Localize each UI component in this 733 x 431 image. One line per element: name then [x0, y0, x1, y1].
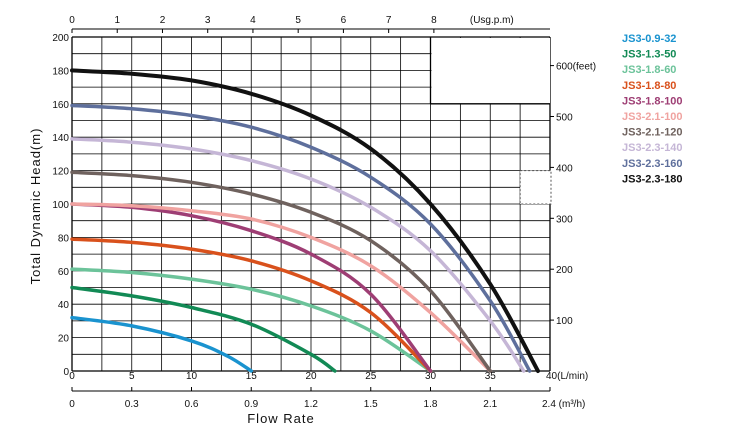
series-line-JS3-2.1-120: [70, 170, 493, 373]
x-tick-label-usgpm: 8: [431, 15, 437, 26]
series-line-JS3-2.3-140: [70, 137, 526, 373]
y-tick-label-feet: 100: [556, 316, 573, 327]
y-tick-label: 140: [52, 133, 69, 144]
y-tick-label: 40: [58, 300, 70, 311]
x-tick-label-m3h: 1.8: [424, 399, 438, 410]
y-tick-label-feet: 300: [556, 214, 573, 225]
x-tick-label-m3h: 1.2: [304, 399, 318, 410]
legend-item-JS3-0.9-32: JS3-0.9-32: [622, 33, 676, 45]
y-tick-label: 180: [52, 66, 69, 77]
x-tick-label-usgpm: 5: [295, 15, 301, 26]
y-axis-title: Total Dynamic Head(m): [28, 128, 43, 285]
x-tick-label-usgpm: 1: [114, 15, 120, 26]
series-line-JS3-2.3-180: [70, 68, 540, 373]
x-tick-label-lmin: 40(L/min): [546, 371, 588, 382]
x-tick-label-m3h: 2.4 (m³/h): [542, 399, 585, 410]
chart-frame: [429, 37, 552, 205]
x-axis-title: Flow Rate: [247, 411, 315, 426]
legend: JS3-0.9-32 JS3-1.3-50 JS3-1.8-60 JS3-1.8-80…: [622, 33, 683, 185]
x-tick-label-usgpm: 2: [160, 15, 166, 26]
legend-item-JS3-1.8-60: JS3-1.8-60: [622, 64, 676, 76]
legend-item-JS3-2.1-120: JS3-2.1-120: [622, 127, 683, 139]
y-tick-label: 0: [63, 367, 69, 378]
x-tick-label-usgpm: 4: [250, 15, 256, 26]
legend-item-JS3-1.8-100: JS3-1.8-100: [622, 95, 683, 107]
series-line-JS3-1.8-60: [70, 267, 433, 373]
upper-right-blank: [431, 38, 550, 104]
x-tick-label-lmin: 30: [425, 371, 437, 382]
x-tick-label-lmin: 35: [485, 371, 497, 382]
series-curves: [70, 68, 540, 373]
y-tick-label-feet: 400: [556, 163, 573, 174]
legend-item-JS3-2.3-180: JS3-2.3-180: [622, 173, 683, 185]
x-tick-label-lmin: 20: [305, 371, 317, 382]
x-tick-label-m3h: 0.6: [185, 399, 199, 410]
x-tick-label-lmin: 25: [365, 371, 377, 382]
legend-item-JS3-2.3-160: JS3-2.3-160: [622, 158, 683, 170]
y-tick-label: 100: [52, 200, 69, 211]
x-tick-label-usgpm: 7: [386, 15, 392, 26]
grid: [71, 36, 551, 372]
y-tick-label-feet: 600(feet): [556, 62, 596, 73]
x-tick-label-lmin: 10: [186, 371, 198, 382]
x-tick-label-m3h: 0.9: [244, 399, 258, 410]
x-tick-label-m3h: 2.1: [483, 399, 497, 410]
series-line-JS3-2.3-160: [70, 103, 532, 373]
legend-item-JS3-1.8-80: JS3-1.8-80: [622, 80, 676, 92]
series-line-JS3-2.1-100: [70, 202, 493, 373]
y-tick-label: 120: [52, 167, 69, 178]
x-tick-label-m3h: 0.3: [125, 399, 139, 410]
dashed-box: [519, 170, 552, 205]
y-tick-label: 200: [52, 33, 69, 44]
y-tick-label: 80: [58, 233, 70, 244]
y-tick-label: 60: [58, 267, 70, 278]
series-line-JS3-1.3-50: [70, 285, 337, 373]
x-tick-label-lmin: 0: [69, 371, 75, 382]
y-tick-label: 160: [52, 100, 69, 111]
x-tick-label-m3h: 1.5: [364, 399, 378, 410]
x-tick-label-lmin: 5: [129, 371, 135, 382]
x-tick-label-usgpm: 0: [69, 15, 75, 26]
x-tick-label-usgpm-unit: (Usg.p.m): [470, 15, 514, 26]
y-tick-label: 20: [58, 334, 70, 345]
legend-item-JS3-1.3-50: JS3-1.3-50: [622, 49, 676, 61]
x-tick-label-usgpm: 3: [205, 15, 211, 26]
x-tick-label-usgpm: 6: [341, 15, 347, 26]
x-tick-label-m3h: 0: [69, 399, 75, 410]
series-line-JS3-0.9-32: [70, 315, 254, 373]
y-tick-label-feet: 200: [556, 265, 573, 276]
legend-item-JS3-2.1-100: JS3-2.1-100: [622, 111, 683, 123]
x-tick-label-lmin: 15: [246, 371, 258, 382]
legend-item-JS3-2.3-140: JS3-2.3-140: [622, 142, 683, 154]
y-tick-label-feet: 500: [556, 112, 573, 123]
series-line-JS3-1.8-80: [70, 237, 433, 373]
